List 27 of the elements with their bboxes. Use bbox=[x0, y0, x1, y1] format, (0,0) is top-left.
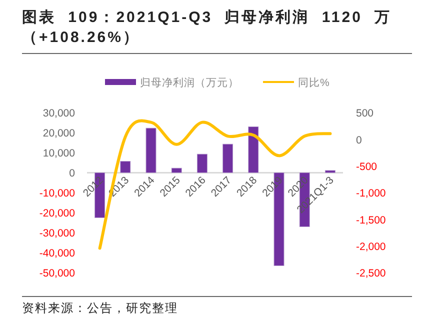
chart-title: 图表 109：2021Q1-Q3 归母净利润 1120 万（+108.26%） bbox=[22, 8, 393, 48]
y-tick-label: -20,000 bbox=[39, 208, 76, 220]
y2-tick-label: 500 bbox=[356, 108, 374, 120]
y2-tick-label: -500 bbox=[356, 161, 378, 174]
bar bbox=[196, 154, 208, 173]
text: 资料来源：公告，研究整理 bbox=[22, 300, 178, 317]
y2-tick-label: -1,500 bbox=[356, 214, 386, 226]
y-tick-label: -30,000 bbox=[39, 228, 76, 240]
y-tick-label: 30,000 bbox=[42, 108, 76, 120]
bar bbox=[324, 170, 336, 173]
y-tick-label: 0 bbox=[69, 168, 76, 180]
y2-tick-label: -2,500 bbox=[356, 268, 386, 280]
bar bbox=[248, 126, 259, 173]
bar bbox=[222, 144, 234, 173]
bar bbox=[120, 161, 131, 173]
legend-label: 归母净利润（万元） bbox=[140, 76, 239, 89]
y-tick-label: 20,000 bbox=[42, 128, 76, 140]
y2-tick-label: -1,000 bbox=[356, 188, 386, 200]
y2-tick-label: 0 bbox=[356, 134, 362, 146]
bar bbox=[171, 168, 182, 173]
legend-label: 同比% bbox=[298, 76, 330, 89]
bar bbox=[146, 128, 156, 173]
y-tick-label: -10,000 bbox=[39, 188, 76, 200]
y-tick-label: 10,000 bbox=[42, 148, 76, 160]
y2-tick-label: -2,000 bbox=[356, 241, 386, 254]
y-tick-label: -40,000 bbox=[39, 248, 76, 260]
y-tick-label: -50,000 bbox=[39, 268, 76, 280]
